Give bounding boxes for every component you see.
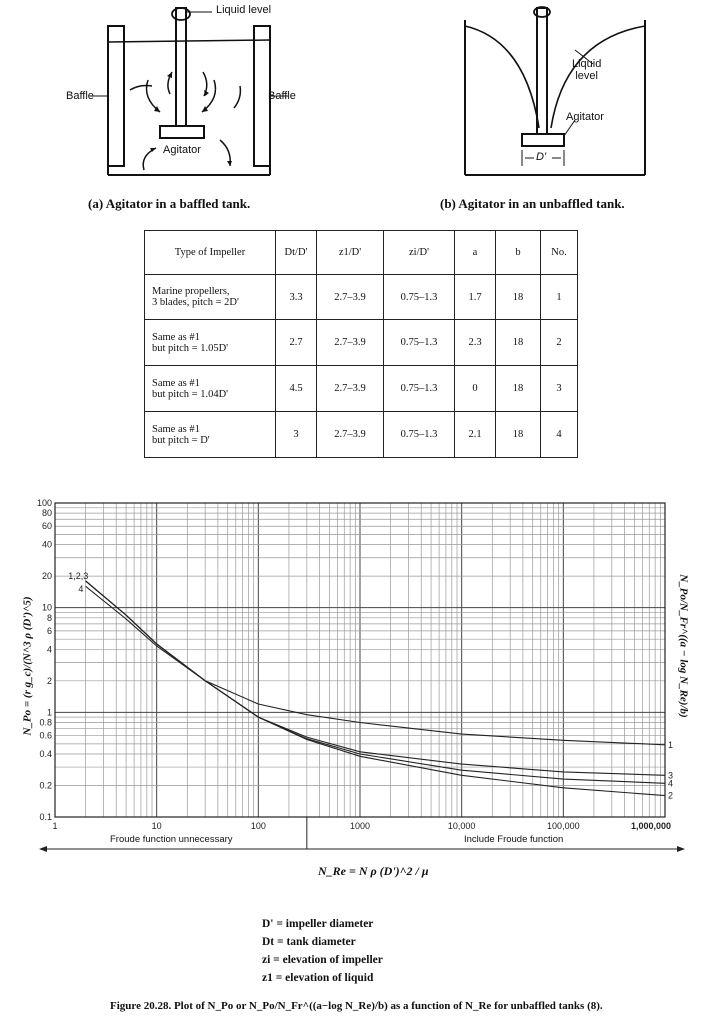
cell-zi: 0.75–1.3 <box>383 274 455 320</box>
impeller-table: Type of Impeller Dt/D' z1/D' zi/D' a b N… <box>144 230 578 458</box>
y-axis-label-left: N_Po = (r g_c)/(N^3 ρ (D')^5) <box>21 596 34 736</box>
series-line-4 <box>85 585 666 784</box>
cell-a: 2.1 <box>454 411 496 458</box>
header-z1-ratio: z1/D' <box>316 230 384 275</box>
y-tick-label: 4 <box>47 644 52 654</box>
cell-b: 18 <box>495 319 541 366</box>
y-tick-label: 8 <box>47 613 52 623</box>
header-dt-ratio: Dt/D' <box>275 230 317 275</box>
cell-z1: 2.7–3.9 <box>316 319 384 366</box>
agitator-label-b: Agitator <box>566 111 604 123</box>
x-tick-label: 10 <box>152 821 162 831</box>
cell-b: 18 <box>495 411 541 458</box>
y-tick-label: 100 <box>37 498 52 508</box>
x-tick-label: 100,000 <box>547 821 580 831</box>
include-froude-label: Include Froude function <box>464 834 564 845</box>
table-row: Marine propellers, 3 blades, pitch = 2D'… <box>144 274 578 320</box>
table-row: Same as #1 but pitch = 1.05D' 2.7 2.7–3.… <box>144 319 578 366</box>
reynolds-number-formula: N_Re = N ρ (D')^2 / μ <box>318 864 429 878</box>
series-label-4: 4 <box>668 778 673 788</box>
series-line-3 <box>85 580 666 776</box>
cell-dt: 2.7 <box>275 319 317 366</box>
cell-b: 18 <box>495 365 541 412</box>
table-header-row: Type of Impeller Dt/D' z1/D' zi/D' a b N… <box>144 230 578 275</box>
cell-zi: 0.75–1.3 <box>383 411 455 458</box>
header-zi-ratio: zi/D' <box>383 230 455 275</box>
y-tick-label: 10 <box>42 603 52 613</box>
series-label-1: 1 <box>668 740 673 750</box>
cell-no: 4 <box>540 411 578 458</box>
cell-b: 18 <box>495 274 541 320</box>
y-tick-label: 40 <box>42 540 52 550</box>
x-tick-label: 1000 <box>350 821 370 831</box>
header-type: Type of Impeller <box>144 230 276 275</box>
cell-z1: 2.7–3.9 <box>316 274 384 320</box>
region-arrow-head-left <box>39 846 47 852</box>
cell-a: 2.3 <box>454 319 496 366</box>
cell-type: Same as #1 but pitch = 1.05D' <box>144 319 276 366</box>
agitator-label-a: Agitator <box>163 144 201 156</box>
y-tick-label: 0.6 <box>39 731 52 741</box>
y-tick-label: 0.4 <box>39 749 52 759</box>
curve-label-123: 1,2,3 <box>68 571 88 581</box>
cell-zi: 0.75–1.3 <box>383 319 455 366</box>
series-line-1 <box>85 580 666 746</box>
header-a: a <box>454 230 496 275</box>
series-label-3: 3 <box>668 770 673 780</box>
baffle-label-right: Baffle <box>268 90 296 102</box>
cell-dt: 3.3 <box>275 274 317 320</box>
table-row: Same as #1 but pitch = 1.04D' 4.5 2.7–3.… <box>144 365 578 412</box>
plot-frame <box>54 502 666 818</box>
header-no: No. <box>540 230 578 275</box>
caption-a: (a) Agitator in a baffled tank. <box>88 196 251 211</box>
cell-no: 3 <box>540 365 578 412</box>
region-arrow-head-right <box>677 846 685 852</box>
y-tick-label: 1 <box>47 707 52 717</box>
x-tick-label: 100 <box>251 821 266 831</box>
table-row: Same as #1 but pitch = D' 3 2.7–3.9 0.75… <box>144 411 578 458</box>
legend-impeller-elevation: zi = elevation of impeller <box>262 954 383 966</box>
y-tick-label: 2 <box>47 676 52 686</box>
liquid-level-label-b: Liquid level <box>572 58 602 82</box>
header-b: b <box>495 230 541 275</box>
cell-a: 1.7 <box>454 274 496 320</box>
series-line-2 <box>85 580 666 797</box>
x-tick-label: 1,000,000 <box>631 821 671 831</box>
y-tick-label: 6 <box>47 626 52 636</box>
y-tick-label: 0.8 <box>39 717 52 727</box>
froude-unnecessary-label: Froude function unnecessary <box>110 834 233 845</box>
y-tick-label: 80 <box>42 508 52 518</box>
legend-liquid-elevation: z1 = elevation of liquid <box>262 972 374 984</box>
cell-type: Same as #1 but pitch = 1.04D' <box>144 365 276 412</box>
curve-label-4: 4 <box>78 584 83 594</box>
cell-z1: 2.7–3.9 <box>316 411 384 458</box>
cell-dt: 4.5 <box>275 365 317 412</box>
cell-no: 2 <box>540 319 578 366</box>
legend-tank-diameter: Dt = tank diameter <box>262 936 356 948</box>
x-tick-label: 10,000 <box>448 821 476 831</box>
cell-no: 1 <box>540 274 578 320</box>
unbaffled-tank-diagram <box>464 6 646 176</box>
cell-a: 0 <box>454 365 496 412</box>
series-label-2: 2 <box>668 791 673 801</box>
y-tick-label: 0.2 <box>39 780 52 790</box>
baffled-tank-diagram <box>90 7 288 176</box>
y-tick-label: 0.1 <box>39 812 52 822</box>
x-tick-label: 1 <box>52 821 57 831</box>
cell-zi: 0.75–1.3 <box>383 365 455 412</box>
caption-b: (b) Agitator in an unbaffled tank. <box>440 196 625 211</box>
cell-type: Marine propellers, 3 blades, pitch = 2D' <box>144 274 276 320</box>
y-tick-label: 20 <box>42 571 52 581</box>
liquid-level-label-a: Liquid level <box>216 4 272 16</box>
cell-dt: 3 <box>275 411 317 458</box>
y-axis-label-right: N_Po/N_Fr^((a − log N_Re)/b) <box>677 574 690 718</box>
figure-caption: Figure 20.28. Plot of N_Po or N_Po/N_Fr^… <box>110 1000 603 1012</box>
cell-type: Same as #1 but pitch = D' <box>144 411 276 458</box>
baffle-label-left: Baffle <box>66 90 94 102</box>
cell-z1: 2.7–3.9 <box>316 365 384 412</box>
legend-impeller-diameter: D' = impeller diameter <box>262 918 374 930</box>
y-tick-label: 60 <box>42 521 52 531</box>
dprime-dimension-label: D' <box>536 151 547 163</box>
